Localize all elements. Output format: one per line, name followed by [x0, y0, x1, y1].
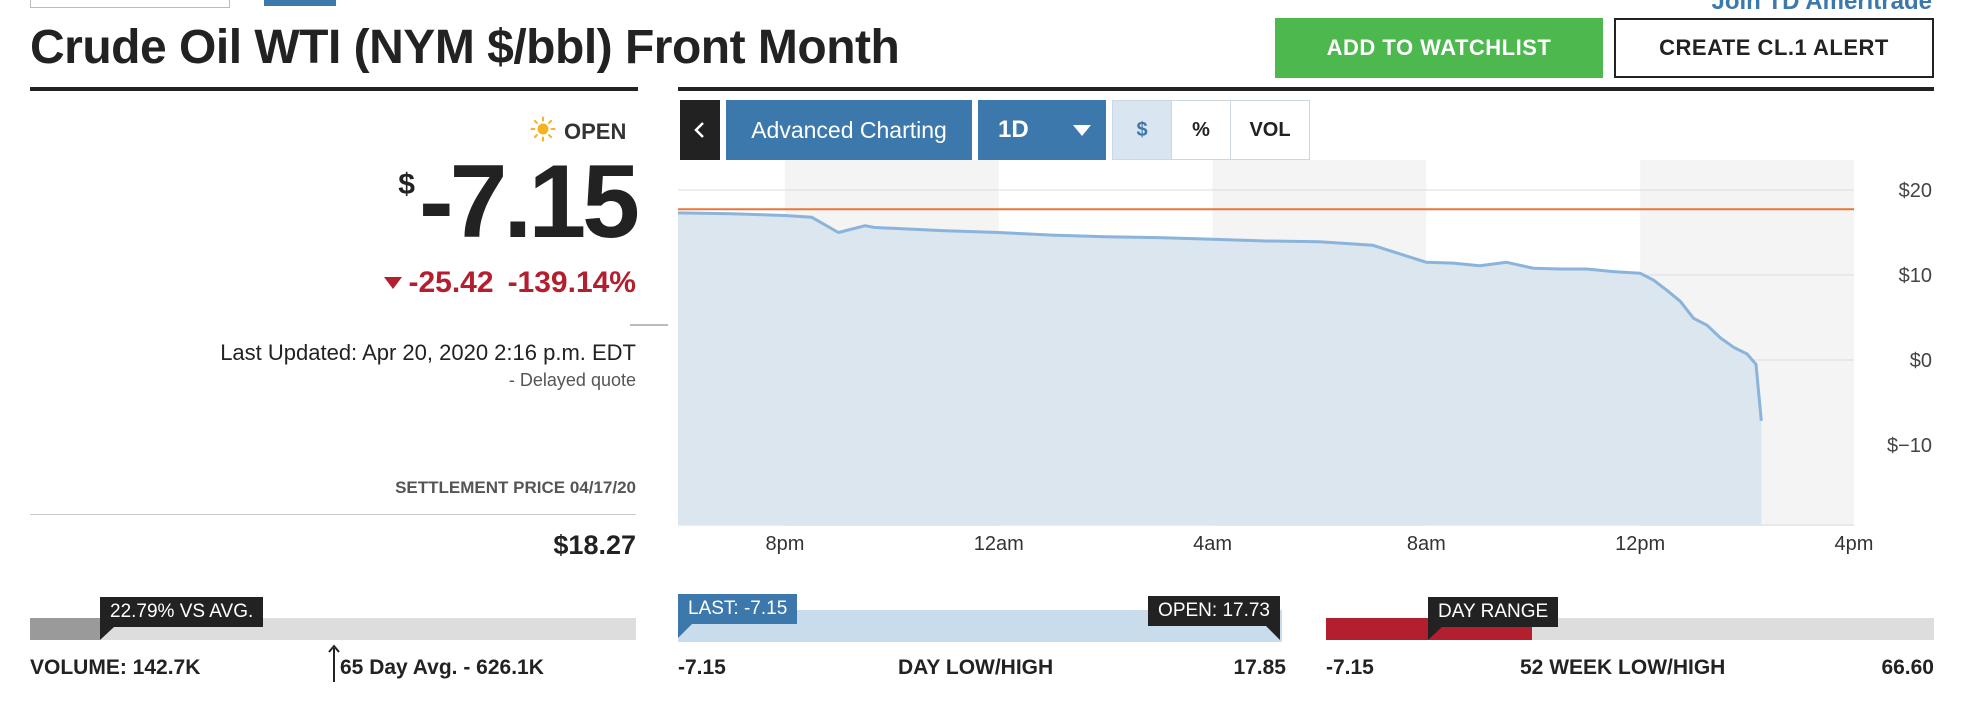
- last-price-flag: LAST: -7.15: [678, 594, 798, 624]
- y-tick-label: $0: [1910, 350, 1932, 372]
- sun-icon: [530, 116, 556, 147]
- settlement-divider: [30, 514, 636, 515]
- y-tick-label: $20: [1899, 180, 1932, 202]
- collapse-chart-button[interactable]: [680, 100, 720, 160]
- change-points: -25.42: [408, 266, 494, 299]
- create-alert-button[interactable]: CREATE CL.1 ALERT: [1614, 18, 1934, 78]
- day-high: 17.85: [1233, 656, 1286, 679]
- volume-flag-pointer: [100, 627, 114, 640]
- market-status: OPEN: [530, 116, 626, 147]
- change-percent: -139.14%: [507, 266, 636, 299]
- price-value: -7.15: [418, 144, 640, 260]
- top-field-stub: [30, 0, 230, 8]
- y-tick-label: $−10: [1887, 435, 1932, 457]
- x-tick-label: 4pm: [1835, 533, 1874, 555]
- series-area: [678, 212, 1762, 525]
- volume-vs-avg-flag: 22.79% VS AVG.: [100, 597, 264, 627]
- toggle-volume[interactable]: VOL: [1230, 100, 1310, 160]
- week52-high: 66.60: [1881, 656, 1934, 679]
- day-range-flag-pointer: [1428, 627, 1442, 640]
- range-label: 1D: [998, 116, 1029, 143]
- delayed-quote-note: - Delayed quote: [508, 370, 636, 390]
- market-status-label: OPEN: [564, 118, 627, 144]
- last-flag-pointer: [678, 624, 692, 638]
- day-range-flag: DAY RANGE: [1428, 597, 1559, 627]
- join-broker-link[interactable]: Join TD Ameritrade: [1711, 0, 1933, 15]
- chevron-left-icon: [694, 122, 704, 138]
- settlement-label: SETTLEMENT PRICE 04/17/20: [395, 478, 636, 497]
- x-tick-label: 8pm: [765, 533, 804, 555]
- day-low: -7.15: [678, 656, 726, 679]
- toggle-percent[interactable]: %: [1171, 100, 1231, 160]
- last-updated: Last Updated: Apr 20, 2020 2:16 p.m. EDT: [220, 340, 636, 365]
- price-change: -25.42 -139.14%: [384, 266, 636, 300]
- open-flag-pointer: [1266, 626, 1280, 640]
- week52-range-title: 52 WEEK LOW/HIGH: [1520, 656, 1726, 679]
- page-title: Crude Oil WTI (NYM $/bbl) Front Month: [30, 21, 900, 74]
- x-tick-label: 8am: [1407, 533, 1446, 555]
- volume-bar-fill: [30, 618, 100, 640]
- price-display: $ -7.15: [398, 144, 640, 260]
- x-tick-label: 12am: [974, 533, 1024, 555]
- title-divider: [30, 87, 638, 91]
- caret-down-icon: [1072, 124, 1091, 136]
- volume-label: VOLUME: 142.7K: [30, 656, 201, 679]
- add-to-watchlist-button[interactable]: ADD TO WATCHLIST: [1275, 18, 1603, 78]
- day-range-title: DAY LOW/HIGH: [898, 656, 1054, 679]
- down-arrow-icon: [384, 277, 403, 289]
- x-tick-label: 4am: [1193, 533, 1232, 555]
- open-price-flag: OPEN: 17.73: [1148, 596, 1280, 626]
- quote-divider: [630, 324, 668, 326]
- x-tick-label: 12pm: [1615, 533, 1665, 555]
- series-line: [678, 211, 1763, 421]
- price-chart[interactable]: $20 $10 $0 $−10 8pm 12am 4am 8am 12pm 4pm: [678, 160, 1934, 560]
- week52-range-bar: [1326, 618, 1934, 640]
- range-dropdown[interactable]: 1D: [978, 100, 1106, 160]
- week52-low: -7.15: [1326, 656, 1374, 679]
- arrow-up-icon: [328, 644, 340, 682]
- top-button-stub: [264, 0, 336, 6]
- advanced-charting-button[interactable]: Advanced Charting: [726, 100, 972, 160]
- y-tick-label: $10: [1899, 265, 1932, 287]
- avg-volume-label: 65 Day Avg. - 626.1K: [340, 656, 544, 679]
- price-currency: $: [398, 168, 415, 201]
- chart-divider: [678, 87, 1934, 91]
- settlement-value: $18.27: [553, 530, 636, 560]
- toggle-dollar[interactable]: $: [1112, 100, 1172, 160]
